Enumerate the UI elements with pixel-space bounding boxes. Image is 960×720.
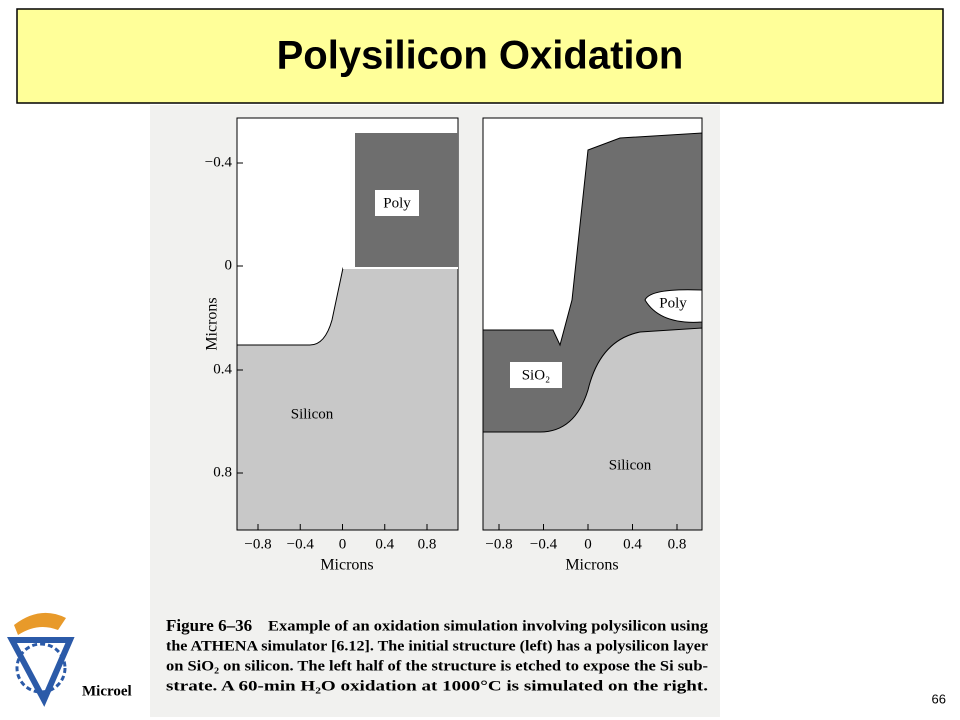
x-axis-label: Microns [565,557,618,574]
caption-line: on SiO₂ on silicon. The left half of the… [166,658,708,674]
silicon-region [482,327,703,531]
region-label: SiO₂ [522,367,551,383]
y-tick-label: 0 [225,257,233,273]
x-tick-label: −0.8 [485,536,512,552]
x-axis-label: Microns [320,557,373,574]
x-tick-label: 0.4 [375,536,394,552]
region-label: Poly [383,195,411,211]
x-tick-label: 0 [339,536,347,552]
x-tick-label: −0.4 [530,536,558,552]
x-tick-label: −0.4 [287,536,315,552]
region-label: Silicon [291,406,334,422]
caption-line: strate. A 60-min H₂O oxidation at 1000°C… [166,678,708,694]
footer-text: Microel [82,683,132,699]
y-tick-label: 0.4 [213,361,232,377]
y-axis-label: Microns [204,297,221,350]
caption-line: Example of an oxidation simulation invol… [268,618,709,634]
x-tick-label: 0.4 [623,536,642,552]
caption-label: Figure 6–36 [166,616,252,635]
ticks: −0.4 0 0.4 0.8 −0.8 −0.4 0 0.4 0.8 Microns −0.8 −0.… [205,154,687,573]
x-tick-label: 0.8 [418,536,437,552]
y-tick-label: 0.8 [213,464,232,480]
label-box [510,362,562,388]
slide-title: Polysilicon Oxidation [277,34,684,78]
y-tick-label: −0.4 [205,154,233,170]
poly-region [644,289,703,323]
caption-line: the ATHENA simulator [6.12]. The initial… [166,638,708,654]
silicon-region [236,267,459,531]
logo-flame [14,612,66,635]
logo-gear [15,642,67,694]
x-tick-label: −0.8 [244,536,271,552]
x-tick-label: 0.8 [668,536,687,552]
logo-emblem [7,637,75,707]
left-panel: Poly Silicon [236,117,459,531]
title-box [16,8,944,104]
label-box [375,190,419,216]
logo [7,612,75,707]
right-panel: Poly SiO₂ Silicon [482,117,703,531]
caption: Figure 6–36 Example of an oxidation simu… [166,616,709,695]
page-number: 66 [932,691,946,706]
x-tick-label: 0 [584,536,592,552]
region-label: Poly [659,295,687,311]
caption-lines: Example of an oxidation simulation invol… [166,618,709,694]
region-label: Silicon [609,457,652,473]
